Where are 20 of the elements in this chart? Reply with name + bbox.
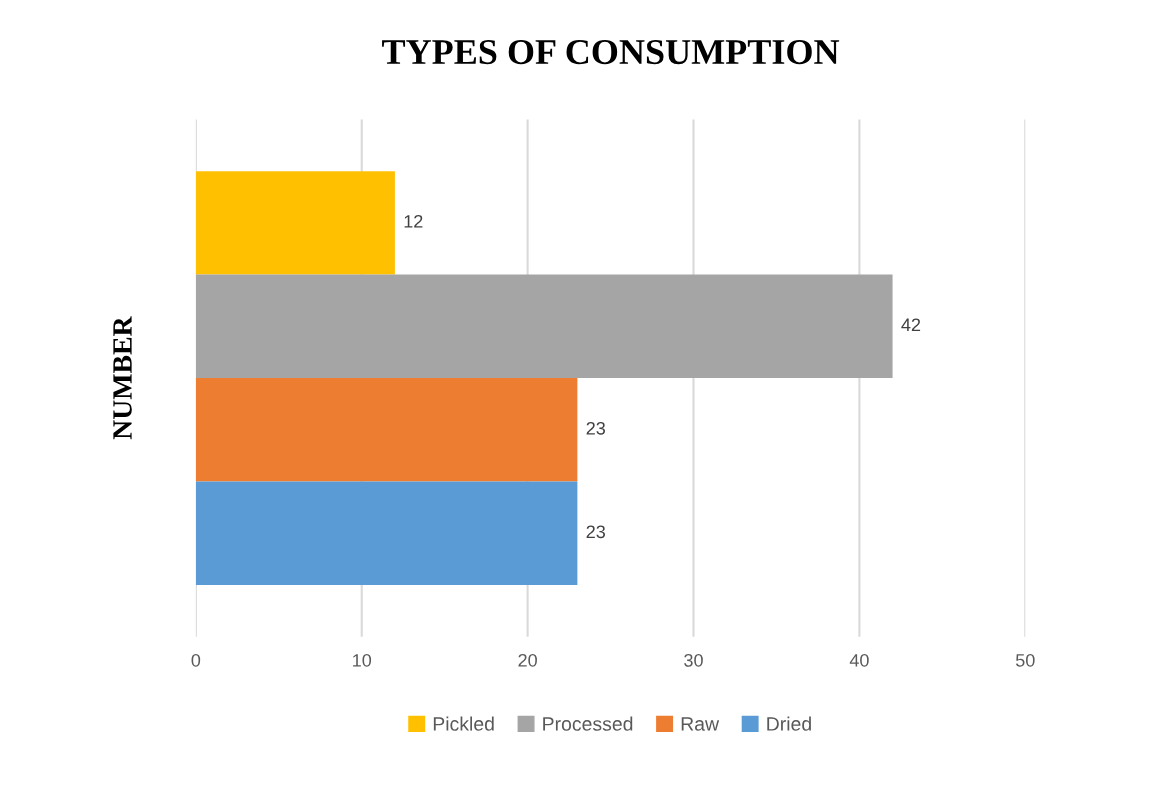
x-tick-label: 30 [684, 653, 703, 667]
x-tick-label: 20 [518, 653, 537, 667]
chart-title: TYPES OF CONSUMPTION [382, 39, 840, 65]
bar [195, 171, 395, 275]
x-tick-label: 0 [191, 653, 201, 667]
legend-label: Raw [681, 717, 720, 731]
data-label: 23 [586, 525, 606, 539]
x-tick-label: 50 [1015, 653, 1035, 667]
data-label: 12 [404, 214, 423, 228]
data-label: 42 [901, 318, 921, 332]
y-axis-title: NUMBER [113, 316, 132, 440]
bar [195, 378, 578, 482]
x-tick-label: 10 [353, 653, 372, 667]
legend-label: Processed [543, 716, 633, 731]
x-tick-label: 40 [849, 653, 869, 667]
bar [195, 481, 578, 586]
bar [195, 274, 893, 379]
legend-label: Dried [767, 716, 811, 731]
data-label: 23 [586, 421, 606, 435]
legend-label: Pickled [433, 716, 494, 731]
